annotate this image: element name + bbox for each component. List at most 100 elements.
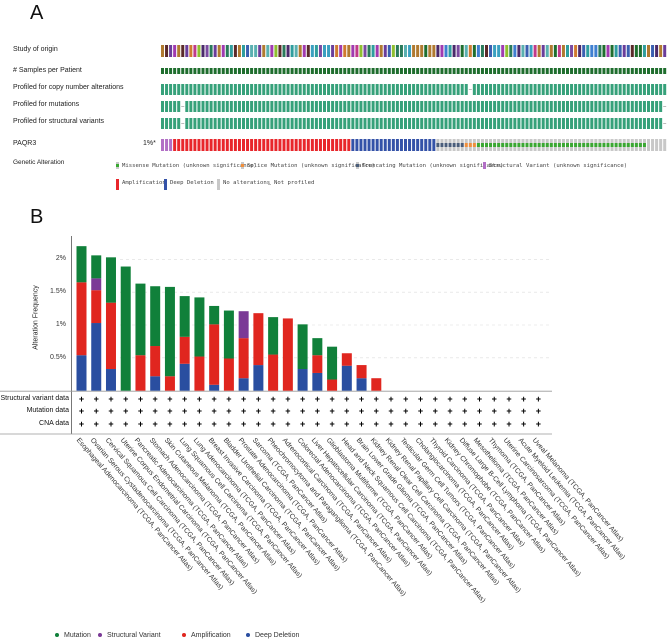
legend-label: Amplification	[191, 632, 231, 639]
profiled-cell	[582, 84, 586, 95]
profiled-cell	[448, 84, 452, 95]
profiled-cell	[205, 118, 209, 129]
study-cell	[213, 45, 217, 57]
data-available-marker: +	[285, 393, 291, 404]
profiled-cell	[448, 101, 452, 112]
profiled-cell	[537, 101, 541, 112]
data-available-marker: +	[521, 393, 527, 404]
profiled-cell	[614, 84, 618, 95]
study-cell	[201, 45, 205, 57]
samples-cell	[383, 68, 387, 74]
profiled-cell	[359, 118, 363, 129]
bar-segment-mutation	[268, 317, 279, 355]
data-available-marker: +	[226, 418, 232, 429]
data-available-marker: +	[535, 393, 542, 404]
study-cell	[197, 45, 201, 57]
study-cell	[314, 45, 318, 57]
samples-cell	[189, 68, 193, 74]
profiled-cell	[185, 101, 189, 112]
alteration-cell-amp	[274, 139, 278, 151]
profiled-cell	[440, 118, 444, 129]
alteration-cell-amp	[197, 139, 201, 151]
samples-cell	[663, 68, 667, 74]
profiled-cell	[485, 84, 488, 95]
bar-segment-mutation	[327, 346, 338, 380]
alteration-cell-amp	[189, 139, 193, 151]
samples-cell	[424, 68, 428, 74]
study-cell	[387, 45, 391, 57]
study-cell	[444, 45, 448, 57]
data-available-marker: +	[417, 393, 424, 404]
profiled-cell	[525, 84, 529, 95]
data-available-marker: +	[196, 405, 203, 416]
profiled-cell	[561, 101, 565, 112]
profiled-cell	[566, 101, 569, 112]
samples-cell	[201, 68, 205, 74]
alteration-cell-dd	[371, 139, 375, 151]
samples-cell	[318, 68, 322, 74]
profiled-cell	[412, 101, 416, 112]
profiled-cell	[343, 118, 347, 129]
bar-segment-amplification	[76, 282, 87, 356]
profiled-cell	[339, 84, 343, 95]
alteration-cell-amp	[209, 139, 213, 151]
profiled-cell	[237, 101, 241, 112]
alteration-cell-amp	[173, 139, 177, 151]
legend-item-label: Truncating Mutation (unknown significanc…	[362, 163, 504, 169]
bar-segment-mutation	[179, 296, 190, 337]
profiled-cell	[302, 118, 306, 129]
study-cell	[476, 45, 480, 57]
profiled-cell	[566, 118, 569, 129]
profiled-cell	[262, 84, 266, 95]
y-tick-label: 1.5%	[50, 288, 66, 296]
samples-cell	[638, 68, 642, 74]
data-available-marker: +	[432, 393, 438, 404]
alteration-cell-dd	[416, 139, 420, 151]
data-available-marker: +	[299, 393, 306, 404]
bar-segment-amplification	[179, 336, 190, 364]
samples-cell	[254, 68, 258, 74]
data-available-marker: +	[299, 418, 306, 429]
profiled-cell	[189, 84, 193, 95]
profiled-cell	[395, 84, 399, 95]
study-cell	[460, 45, 464, 57]
data-available-marker: +	[123, 393, 129, 404]
alteration-cell-mis	[517, 143, 521, 147]
profiled-cell	[173, 84, 177, 95]
alteration-cell-dd	[351, 139, 355, 151]
samples-cell	[205, 68, 209, 74]
profiled-cell	[642, 118, 646, 129]
alteration-cell-mis	[489, 143, 493, 147]
profiled-cell	[355, 84, 359, 95]
samples-cell	[606, 68, 610, 74]
profiled-cell	[254, 101, 258, 112]
profiled-cell	[513, 118, 517, 129]
samples-cell	[476, 68, 480, 74]
samples-cell	[375, 68, 379, 74]
profiled-cell	[233, 84, 237, 95]
samples-cell	[618, 68, 622, 74]
profiled-cell	[258, 101, 262, 112]
profiled-cell	[497, 101, 501, 112]
alteration-cell-amp	[233, 139, 237, 151]
alteration-cell-mis	[493, 143, 497, 147]
samples-cell	[497, 68, 501, 74]
study-cell	[298, 45, 302, 57]
study-cell	[173, 45, 177, 57]
bar-segment-mutation	[164, 286, 175, 377]
profiled-cell	[209, 84, 213, 95]
alteration-cell-dd	[420, 139, 424, 151]
bar-segment-mutation	[150, 286, 161, 347]
alteration-cell-mis	[509, 143, 513, 147]
bar-segment-amplification	[341, 353, 352, 366]
profiled-cell	[509, 118, 513, 129]
study-cell	[610, 45, 614, 57]
profiled-cell	[436, 118, 440, 129]
study-cell	[302, 45, 306, 57]
data-available-marker: +	[521, 418, 527, 429]
samples-cell	[436, 68, 440, 74]
profiled-cell	[602, 84, 606, 95]
profiled-cell	[570, 101, 574, 112]
profiled-cell	[286, 84, 290, 95]
profiled-cell	[383, 101, 387, 112]
